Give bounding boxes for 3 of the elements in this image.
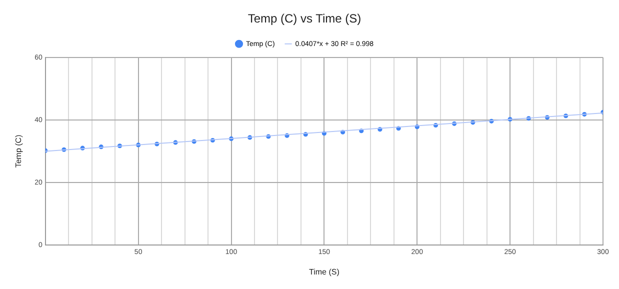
chart-title: Temp (C) vs Time (S) bbox=[248, 12, 362, 26]
x-axis-title: Time (S) bbox=[309, 267, 340, 276]
y-axis-title: Temp (C) bbox=[14, 134, 24, 168]
